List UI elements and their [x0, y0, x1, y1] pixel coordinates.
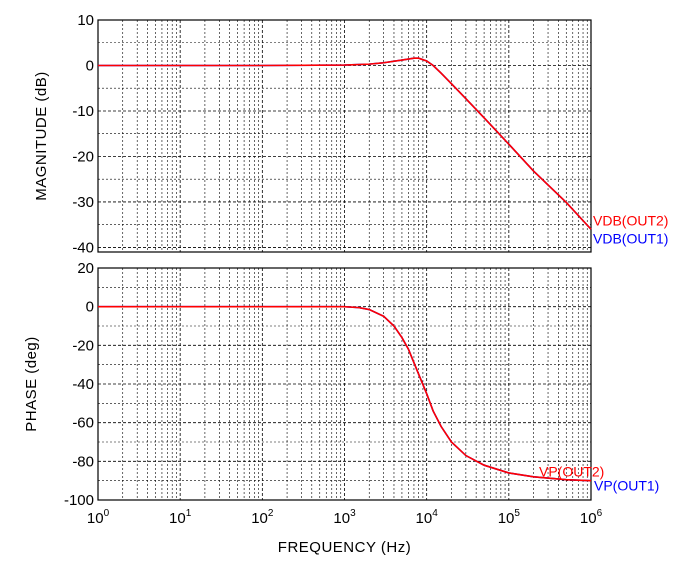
y-tick-label: 10 [77, 12, 94, 29]
y-tick-label: -20 [72, 337, 94, 354]
x-axis-title: FREQUENCY (Hz) [278, 539, 411, 556]
x-tick-label: 105 [498, 508, 521, 527]
y-tick-label: 0 [86, 57, 94, 74]
trace-label: VDB(OUT2) [593, 212, 668, 228]
y-tick-label: -40 [72, 239, 94, 256]
y-tick-label: 0 [86, 299, 94, 316]
y-tick-label: 20 [77, 260, 94, 277]
y-tick-label: -30 [72, 194, 94, 211]
magnitude-panel: 10 0 -10 -20 -30 -40 MAGNITUDE (dB) VDB(OUT2) VD… [33, 12, 668, 256]
trace-label: VDB(OUT1) [593, 230, 668, 246]
x-tick-label: 101 [169, 508, 192, 527]
phase-panel: 20 0 -20 -40 -60 -80 -100 PHASE (deg) 100 101 102 1… [23, 260, 659, 556]
y-tick-label: -100 [64, 492, 94, 509]
y-tick-label: -80 [72, 453, 94, 470]
series-line-vdb-out1 [98, 57, 592, 230]
x-tick-label: 104 [416, 508, 439, 527]
plot-frame [97, 19, 592, 253]
trace-label: VP(OUT2) [539, 464, 604, 480]
y-tick-label: -20 [72, 148, 94, 165]
y-tick-label: -40 [72, 376, 94, 393]
y-axis-title: MAGNITUDE (dB) [33, 71, 50, 201]
x-tick-label: 100 [87, 508, 110, 527]
series-line-vp-out2 [98, 305, 592, 482]
y-tick-label: -60 [72, 415, 94, 432]
trace-label: VP(OUT1) [594, 478, 659, 494]
series-line-vdb-out2 [98, 57, 592, 230]
y-tick-label: -10 [72, 103, 94, 120]
y-axis-title: PHASE (deg) [23, 336, 40, 432]
x-tick-label: 106 [580, 508, 603, 527]
x-tick-label: 103 [333, 508, 356, 527]
plot-frame [97, 267, 592, 501]
x-tick-label: 102 [251, 508, 274, 527]
